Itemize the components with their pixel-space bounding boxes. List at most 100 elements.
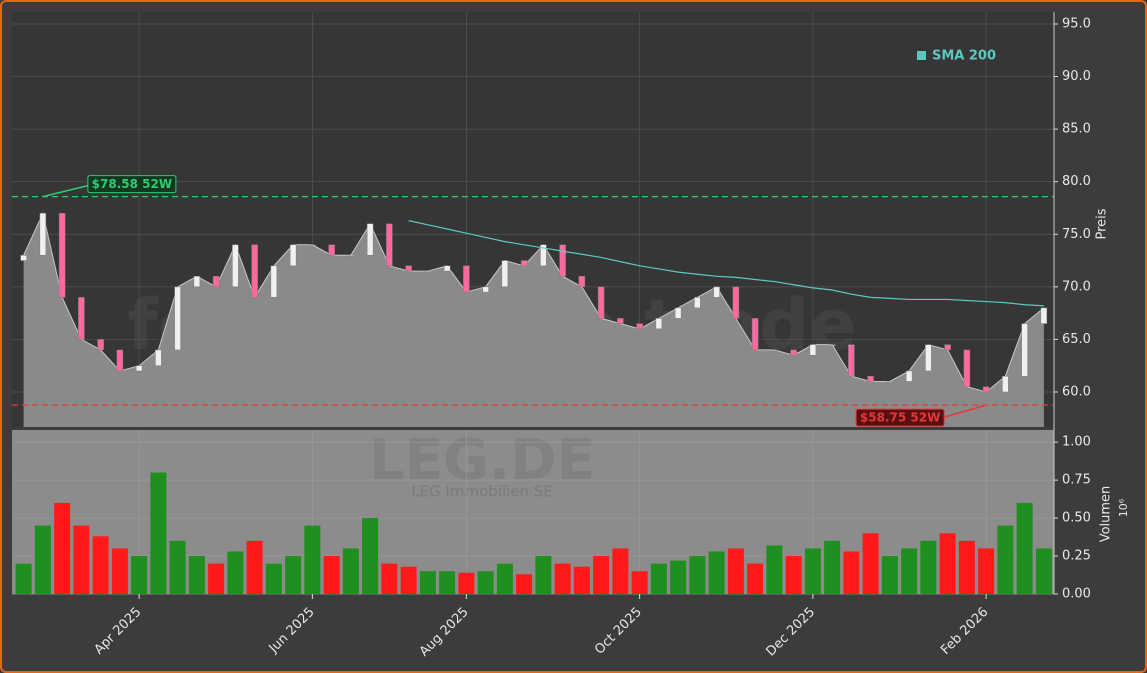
volume-bar [111,548,128,594]
volume-bar [824,540,841,594]
x-tick-label: Aug 2025 [417,605,472,660]
volume-bar [439,571,456,594]
candle [867,375,874,382]
volume-bar [15,563,32,594]
volume-bar [362,518,379,594]
volume-unit: 10⁶ [1117,498,1130,517]
candle [328,244,335,256]
volume-bar [958,540,975,594]
candle [925,344,932,372]
y-tick-label: 70.0 [1062,279,1091,294]
volume-bar [477,571,494,594]
sma-line [408,220,1044,307]
volume-bar [246,540,263,594]
candle [559,244,566,277]
volume-bar [265,563,282,594]
candle [212,276,220,288]
candle [771,349,778,352]
candle [155,349,162,366]
volume-bar [342,548,359,594]
candle [617,318,624,324]
candle [366,223,374,256]
volume-bar [285,556,302,594]
annotation-arrow [943,404,987,418]
volume-bar [150,472,167,594]
legend-label: SMA 200 [932,49,996,64]
volume-bar [650,563,667,594]
volume-bar [612,548,629,594]
x-tick-label: Jun 2025 [266,605,318,657]
volume-bar [670,560,687,594]
candle [655,318,663,330]
volume-bar [1035,548,1052,594]
candle [520,260,528,267]
annotation-box [87,175,177,194]
candle [848,344,855,377]
volume-bar [458,572,475,594]
candle [751,318,759,351]
y-tick-label: 0.00 [1062,587,1091,602]
volume-bar [862,533,879,594]
annotation-label: $58.75 52W [860,411,940,425]
candle [289,244,297,267]
volume-bar [73,525,90,594]
candle [39,212,47,256]
candle [309,244,316,247]
volume-bar [901,548,918,594]
volume-bar [747,563,764,594]
volume-bar [54,502,71,594]
volume-bar [593,556,610,594]
candle [828,344,836,346]
candle [636,323,643,330]
volume-bar [785,556,802,594]
candle [963,349,971,387]
y-tick-label: 90.0 [1062,69,1091,84]
candle [386,223,393,267]
candle [944,344,951,351]
volume-bar [419,571,436,594]
candle [347,255,355,257]
x-tick-label: Dec 2025 [763,605,818,660]
ticker-watermark: LEG.DE [369,428,595,493]
candle [193,276,201,288]
volume-bar [188,556,205,594]
candle [1021,323,1028,377]
candle [597,286,605,319]
volume-bar [535,556,552,594]
candle [443,265,451,272]
candle [463,265,470,293]
candle [97,339,104,351]
candle [578,276,586,288]
candle [694,297,701,309]
x-tick-label: Oct 2025 [592,605,645,658]
x-tick-label: Apr 2025 [92,605,145,658]
candle [674,307,682,319]
annotation-box [855,408,945,427]
volume-bar [573,566,590,594]
candle [20,255,27,261]
volume-bar [939,533,956,594]
candle [116,349,124,372]
volume-bar [131,556,148,594]
volume-bar [34,525,51,594]
candle [135,365,143,372]
y-tick-label: 65.0 [1062,332,1091,347]
volume-bar [381,563,398,594]
price-area [23,213,1044,427]
y-tick-label: 0.50 [1062,511,1091,526]
y-tick-label: 95.0 [1062,16,1091,31]
volume-bar [843,551,860,594]
y-tick-label: 60.0 [1062,384,1091,399]
candle [174,286,181,351]
volume-bar [323,556,340,594]
volume-bar [304,525,321,594]
candle [424,270,432,273]
volume-bar [516,574,533,594]
candle [713,286,720,298]
annotation-arrow [42,184,89,198]
volume-bar [1016,502,1033,594]
volume-bar [997,525,1014,594]
y-tick-label: 0.25 [1062,549,1091,564]
